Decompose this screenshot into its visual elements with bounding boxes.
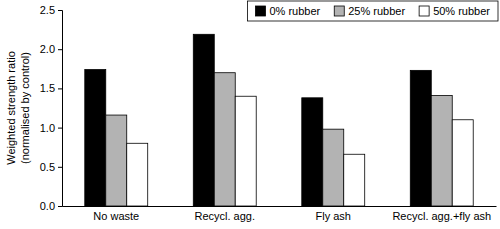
tick-label: 1.0 bbox=[40, 122, 55, 134]
chart: 0.0 0.5 1.0 1.5 2.0 2.5 No waste Recycl. agg. Fl… bbox=[0, 0, 500, 229]
tick: 0.5 bbox=[40, 161, 62, 173]
axis-line bbox=[58, 11, 63, 207]
bar-series bbox=[85, 34, 431, 206]
legend-box bbox=[247, 1, 498, 21]
tick-label: 1.5 bbox=[40, 82, 55, 94]
tick: Fly ash bbox=[316, 210, 351, 222]
tick: 1.5 bbox=[40, 82, 62, 94]
tick: 0.0 bbox=[40, 200, 62, 212]
tick-mark bbox=[58, 10, 62, 11]
tick-mark bbox=[58, 49, 62, 50]
legend-label: 25% rubber bbox=[348, 5, 405, 17]
tick-label: Fly ash bbox=[316, 210, 351, 222]
axis-title: Weighted strength ratio bbox=[5, 51, 17, 165]
tick-label: 0.0 bbox=[40, 200, 55, 212]
legend-item: 50% rubber bbox=[419, 5, 490, 17]
y-axis: 0.0 0.5 1.0 1.5 2.0 2.5 bbox=[40, 4, 63, 212]
bar bbox=[193, 34, 214, 206]
tick-mark bbox=[58, 128, 62, 129]
tick: No waste bbox=[93, 210, 139, 222]
tick-label: Recycl. agg.+fly ash bbox=[392, 210, 491, 222]
legend-swatch bbox=[334, 6, 344, 16]
axis-title: (normalised by control) bbox=[19, 52, 31, 164]
bar bbox=[106, 115, 127, 206]
bars bbox=[85, 34, 473, 206]
legend-item: 25% rubber bbox=[334, 5, 405, 17]
tick-label: 2.5 bbox=[40, 4, 55, 16]
legend: 0% rubber 25% rubber 50% rubber bbox=[247, 1, 498, 21]
bar-series bbox=[106, 73, 452, 206]
bar bbox=[302, 98, 323, 206]
legend-swatch bbox=[255, 6, 265, 16]
tick: 1.0 bbox=[40, 122, 62, 134]
tick-mark bbox=[58, 206, 62, 207]
tick-label: Recycl. agg. bbox=[194, 210, 255, 222]
legend-swatch bbox=[419, 6, 429, 16]
tick-label: 2.0 bbox=[40, 43, 55, 55]
tick-label: 0.5 bbox=[40, 161, 55, 173]
bar bbox=[452, 120, 473, 206]
bar bbox=[235, 96, 256, 206]
bar bbox=[431, 95, 452, 206]
legend-item: 0% rubber bbox=[255, 5, 320, 17]
plot: 0.0 0.5 1.0 1.5 2.0 2.5 No waste Recycl. agg. Fl… bbox=[40, 4, 497, 222]
tick: 2.0 bbox=[40, 43, 62, 55]
bar bbox=[214, 73, 235, 206]
bar bbox=[85, 70, 106, 206]
tick: 2.5 bbox=[40, 4, 62, 16]
tick: Recycl. agg.+fly ash bbox=[392, 210, 491, 222]
bar bbox=[127, 143, 148, 206]
tick-mark bbox=[58, 88, 62, 89]
bar bbox=[344, 154, 365, 206]
axis-line bbox=[63, 206, 497, 207]
bar bbox=[323, 129, 344, 206]
legend-label: 50% rubber bbox=[433, 5, 490, 17]
bar bbox=[410, 70, 431, 206]
tick-label: No waste bbox=[93, 210, 139, 222]
tick: Recycl. agg. bbox=[194, 210, 255, 222]
legend-label: 0% rubber bbox=[269, 5, 320, 17]
tick-mark bbox=[58, 167, 62, 168]
bar-series bbox=[127, 96, 473, 206]
x-axis: No waste Recycl. agg. Fly ash Recycl. agg.+… bbox=[63, 207, 497, 222]
